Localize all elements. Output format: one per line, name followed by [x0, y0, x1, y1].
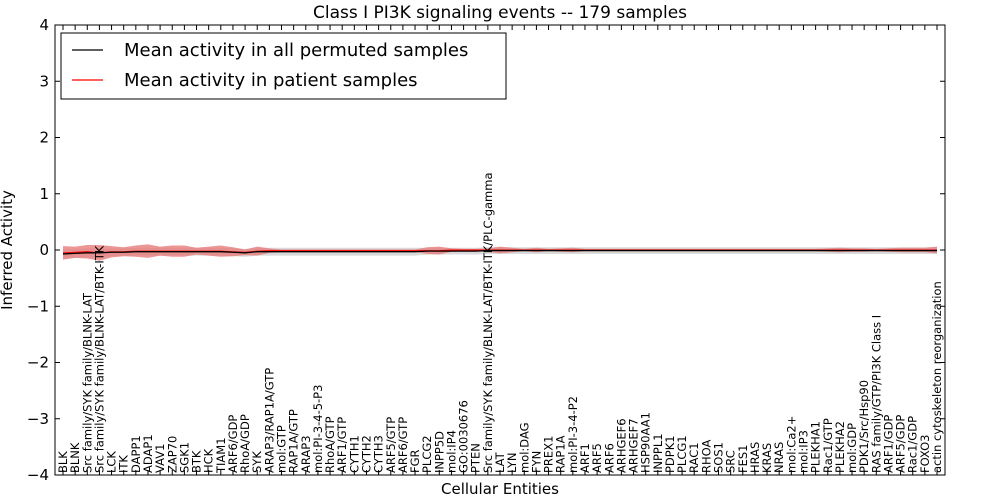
x-tick-label: FYN [529, 451, 543, 473]
x-tick-label: BTK [190, 450, 204, 473]
x-tick-label: ADAP1 [141, 434, 155, 473]
x-tick-label: ARAP3/RAP1A/GTP [262, 368, 276, 473]
y-tick-label: 3 [39, 72, 49, 90]
x-tick-label: ARF5/GTP [384, 417, 398, 473]
legend: Mean activity in all permuted samples Mea… [60, 32, 507, 100]
x-tick-label: mol:Ca2+ [784, 416, 798, 473]
legend-box [60, 32, 507, 100]
x-tick-label: HCK [202, 448, 216, 473]
x-tick-label: KRAS [760, 443, 774, 473]
y-tick-label: −1 [27, 297, 49, 315]
x-tick-label: SGK1 [177, 442, 191, 473]
y-tick-label: −2 [27, 354, 49, 372]
x-tick-label: PLCG2 [420, 435, 434, 473]
x-tick-label: PLCG1 [675, 435, 689, 473]
x-tick-label: DAPP1 [129, 435, 143, 473]
x-tick-label: TIAM1 [214, 437, 228, 474]
x-tick-label: INPP5D [432, 431, 446, 473]
x-tick-label: ARF6/GTP [396, 417, 410, 473]
x-tick-label: VAV1 [153, 444, 167, 473]
x-tick-label: Src family/SYK family/BLNK-LAT/BTK-ITK/P… [481, 173, 495, 474]
x-tick-label: Src family/SYK family/BLNK-LAT/BTK-ITK [92, 245, 106, 473]
x-tick-label: SYK [250, 451, 264, 473]
y-tick-label: 0 [39, 241, 49, 259]
x-tick-label: RAS family/GTP/PI3K Class I [869, 315, 883, 473]
x-tick-label: NRAS [772, 442, 786, 473]
x-tick-label: RHOA [699, 440, 713, 473]
x-tick-label: LAT [493, 451, 507, 473]
x-tick-label: PDPK1 [663, 435, 677, 473]
y-axis-label: Inferred Activity [0, 190, 16, 310]
y-tick-label: 4 [39, 16, 49, 34]
x-tick-label: RhoA/GTP [323, 416, 337, 473]
series-band-1 [63, 244, 937, 261]
x-tick-label: FES1 [736, 445, 750, 474]
x-tick-label: mol:PI-3-4-5-P3 [311, 385, 325, 473]
x-tick-label: RhoA/GDP [238, 414, 252, 473]
x-tick-label: SOS1 [712, 442, 726, 473]
x-tick-label: CYTH3 [372, 435, 386, 473]
x-tick-label: GO:0030676 [457, 400, 471, 473]
x-tick-label: PTEN [469, 443, 483, 473]
y-tick-label: −4 [27, 466, 49, 484]
x-tick-label: mol:GTP [275, 425, 289, 473]
x-tick-label: ARF1 [578, 443, 592, 473]
x-tick-label: BLNK [68, 442, 82, 473]
x-tick-label: Rac1/GDP [906, 416, 920, 473]
x-tick-label: ARAP3 [299, 435, 313, 473]
x-tick-label: ARHGEF7 [627, 418, 641, 473]
y-tick-label: 2 [39, 129, 49, 147]
x-tick-label: mol:DAG [517, 422, 531, 473]
x-tick-label: mol:GDP [845, 423, 859, 473]
x-tick-label: ARF5/GDP [894, 415, 908, 473]
x-tick-label: PREX1 [542, 436, 556, 473]
chart-title: Class I PI3K signaling events -- 179 sam… [313, 3, 687, 23]
y-tick-label: 1 [39, 185, 49, 203]
x-axis-label: Cellular Entities [441, 480, 559, 498]
x-tick-label: LYN [505, 452, 519, 473]
x-tick-label: PLEKHA2 [833, 421, 847, 473]
y-tick-label: −3 [27, 410, 49, 428]
x-tick-label: CYTH1 [347, 435, 361, 473]
x-tick-label: CYTH2 [359, 435, 373, 473]
x-tick-label: HRAS [748, 442, 762, 473]
x-tick-label: SRC [724, 450, 738, 473]
x-tick-label: RAP1A [554, 435, 568, 473]
x-tick-label: LCK [105, 451, 119, 473]
x-tick-label: PDK1/Src/Hsp90 [857, 380, 871, 473]
x-tick-label: ITK [117, 455, 131, 473]
series-line-0 [62, 249, 937, 255]
legend-label-0: Mean activity in all permuted samples [124, 40, 468, 61]
x-tick-label: INPPL1 [651, 433, 665, 473]
x-tick-label: mol:IP4 [444, 430, 458, 473]
x-tick-label: RAC1 [687, 442, 701, 473]
x-tick-label: mol:PI-3-4-P2 [566, 396, 580, 473]
x-tick-label: HSP90AA1 [639, 412, 653, 473]
x-tick-label: mol:IP3 [796, 430, 810, 473]
x-tick-label: BLK [56, 451, 70, 473]
x-tick-label: actin cytoskeleton reorganization [930, 281, 944, 473]
x-tick-label: Src family/SYK family/BLNK-LAT [80, 292, 94, 473]
legend-label-1: Mean activity in patient samples [124, 70, 418, 91]
x-tick-label: ZAP70 [165, 436, 179, 473]
x-tick-label: Rac1/GTP [821, 418, 835, 473]
x-tick-label: ARF1/GTP [335, 417, 349, 473]
x-tick-label: PLEKHA1 [809, 421, 823, 473]
x-tick-label: FGR [408, 449, 422, 473]
x-tick-label: ARF6 [602, 443, 616, 473]
x-tick-label: FOXO3 [918, 435, 932, 473]
x-tick-label: ARF1/GDP [881, 415, 895, 473]
x-tick-label: RAP1A/GTP [287, 409, 301, 473]
x-tick-label: ARF5 [590, 443, 604, 473]
x-tick-label: ARHGEF6 [614, 418, 628, 473]
x-tick-label: ARF6/GDP [226, 415, 240, 473]
